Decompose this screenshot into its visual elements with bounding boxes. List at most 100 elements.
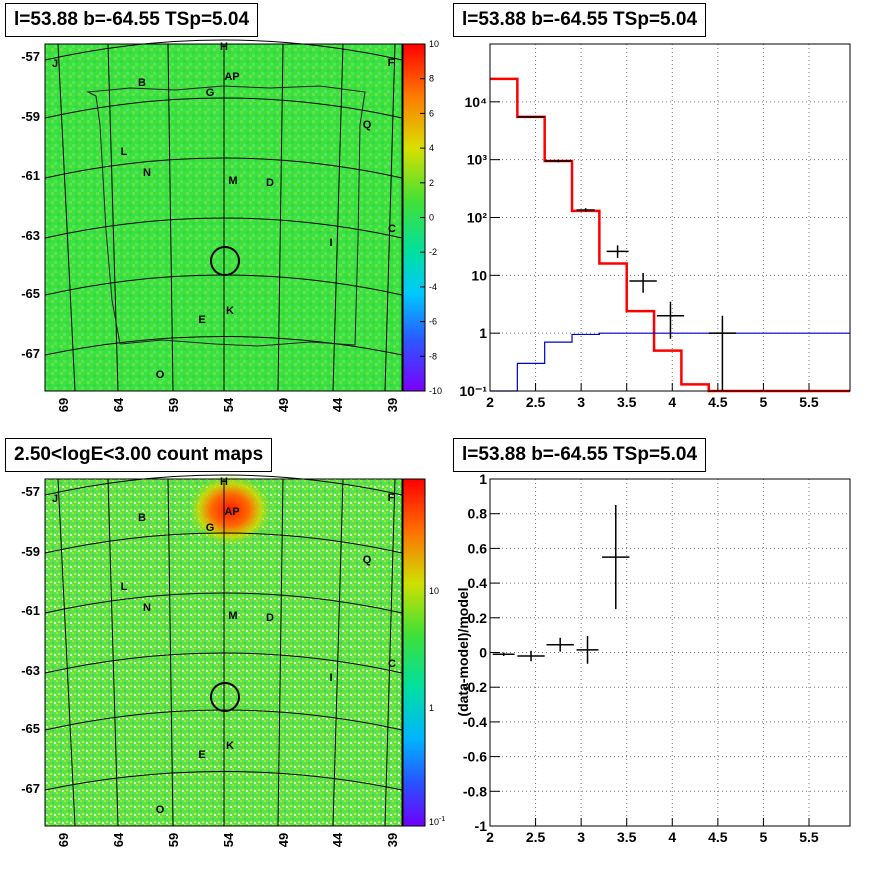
map-x-tick: 59 xyxy=(166,833,181,847)
ratio-x-tick-label: 3 xyxy=(577,829,585,845)
colorbar-tick-label: -10 xyxy=(429,386,442,396)
map-x-tick: 64 xyxy=(111,397,126,412)
colorbar-tick-label: -2 xyxy=(429,247,437,257)
title-top-right: l=53.88 b=-64.55 TSp=5.04 xyxy=(453,3,707,37)
source-label-g: G xyxy=(206,87,215,99)
source-label-h: H xyxy=(220,41,228,53)
source-label-e: E xyxy=(198,749,205,761)
spectrum-x-tick-label: 4.5 xyxy=(708,394,728,410)
map-y-tick: -59 xyxy=(21,544,40,559)
title-bottom-left: 2.50<logE<3.00 count maps xyxy=(5,438,273,472)
colorbar-tick-label: -6 xyxy=(429,317,437,327)
count-scale-tick-1: 1 xyxy=(429,703,434,713)
spectrum-x-tick-label: 2 xyxy=(486,394,494,410)
source-label-d: D xyxy=(266,612,274,624)
spectrum-series xyxy=(490,77,850,393)
ratio-y-tick-label: 0.2 xyxy=(468,610,488,626)
source-label-m: M xyxy=(228,610,237,622)
source-label-k: K xyxy=(226,305,234,317)
source-label-l: L xyxy=(121,581,128,593)
source-label-o: O xyxy=(156,369,165,381)
count-colorbar-ticks: 10 1 10-1 xyxy=(429,586,445,827)
source-label-c: C xyxy=(388,658,396,670)
ratio-y-tick-label: 1 xyxy=(479,471,487,487)
map-x-tick: 59 xyxy=(166,398,181,412)
count-map-frame xyxy=(44,478,403,827)
spectrum-x-tick-label: 3 xyxy=(577,394,585,410)
residual-map-y-ticks: -57 -59 -61 -63 -65 -67 xyxy=(21,49,40,361)
source-label-b: B xyxy=(138,512,146,524)
spectrum-x-tick-label: 2.5 xyxy=(526,394,546,410)
map-x-tick: 39 xyxy=(385,833,400,847)
spectrum-y-tick-label: 10⁻¹ xyxy=(459,383,487,399)
residual-map-frame xyxy=(44,43,403,392)
ratio-y-tick-label: -0.8 xyxy=(463,783,487,799)
spectrum-y-tick-label: 10³ xyxy=(467,152,488,168)
ratio-y-axis-label: (data-model)/model xyxy=(455,587,471,716)
ratio-series xyxy=(492,505,630,664)
map-x-tick: 54 xyxy=(221,397,236,412)
source-label-g: G xyxy=(206,522,215,534)
ratio-x-tick-label: 4.5 xyxy=(708,829,728,845)
ratio-y-tick-label: -0.4 xyxy=(463,714,487,730)
ratio-x-tick-label: 4 xyxy=(668,829,676,845)
map-y-tick: -67 xyxy=(21,346,40,361)
source-circle xyxy=(210,246,240,276)
colorbar-tick-label: 0 xyxy=(429,213,434,223)
colorbar-tick-label: 8 xyxy=(429,74,434,84)
ratio-y-tick-label: 0.8 xyxy=(468,506,488,522)
spectrum-ticks: 2 2.5 3 3.5 4 4.5 5 5.5 10⁻¹ 1 10 10² 10³ 10⁴ xyxy=(459,94,819,410)
source-label-j: J xyxy=(52,493,58,505)
spectrum-y-tick-label: 10 xyxy=(471,267,487,283)
count-longitude-grid xyxy=(57,478,396,827)
map-y-tick: -67 xyxy=(21,781,40,796)
source-label-m: M xyxy=(228,175,237,187)
source-label-n: N xyxy=(143,167,151,179)
map-y-tick: -63 xyxy=(21,663,40,678)
colorbar-tick-label: 2 xyxy=(429,178,434,188)
ratio-ticks: 2 2.5 3 3.5 4 4.5 5 5.5 1 0.8 0.6 0.4 0.2 0 -0.2 -0.4 -0… xyxy=(463,471,819,845)
map-x-tick: 69 xyxy=(56,833,71,847)
source-label-o: O xyxy=(156,804,165,816)
colorbar-tick-label: 4 xyxy=(429,143,434,153)
map-y-tick: -59 xyxy=(21,109,40,124)
count-source-labels: J H F B AP G Q L N M D C I E K O xyxy=(52,476,396,816)
map-y-tick: -57 xyxy=(21,49,40,64)
count-colorbar xyxy=(402,478,426,827)
map-y-tick: -65 xyxy=(21,721,40,736)
colorbar-tick-label: 6 xyxy=(429,108,434,118)
map-x-tick: 49 xyxy=(276,833,291,847)
map-y-tick: -65 xyxy=(21,286,40,301)
spectrum-y-tick-label: 10² xyxy=(467,210,488,226)
source-label-f: F xyxy=(388,57,395,69)
source-label-q: Q xyxy=(363,119,372,131)
spectrum-y-tick-label: 1 xyxy=(479,325,487,341)
count-latitude-grid xyxy=(44,474,403,791)
spectrum-y-tick-label: 10⁴ xyxy=(465,94,488,110)
longitude-grid-lines xyxy=(57,43,396,392)
ratio-x-tick-label: 5.5 xyxy=(799,829,819,845)
source-label-j: J xyxy=(52,58,58,70)
spectrum-x-tick-label: 4 xyxy=(668,394,676,410)
map-y-tick: -57 xyxy=(21,484,40,499)
ratio-y-tick-label: -0.2 xyxy=(463,679,487,695)
count-map-x-ticks: 69 64 59 54 49 44 39 xyxy=(56,832,400,847)
ratio-y-tick-label: -0.6 xyxy=(463,749,487,765)
title-top-left: l=53.88 b=-64.55 TSp=5.04 xyxy=(5,3,259,37)
ratio-y-tick-label: 0.6 xyxy=(468,540,488,556)
map-x-tick: 49 xyxy=(276,398,291,412)
count-source-circle xyxy=(210,682,240,712)
map-x-tick: 64 xyxy=(111,832,126,847)
roi-outline xyxy=(86,85,366,347)
colorbar-tick-label: -8 xyxy=(429,351,437,361)
spectrum-x-tick-label: 5 xyxy=(760,394,768,410)
title-bottom-right: l=53.88 b=-64.55 TSp=5.04 xyxy=(453,438,707,472)
residual-source-labels: J H F B AP G Q L N M D C I E K O xyxy=(52,41,396,381)
colorbar-tick-label: -4 xyxy=(429,282,437,292)
residual-colorbar-ticks: 10 8 6 4 2 0 -2 -4 -6 -8 -10 xyxy=(420,39,442,396)
source-excess-blob xyxy=(188,474,272,546)
source-label-e: E xyxy=(198,314,205,326)
source-label-q: Q xyxy=(363,554,372,566)
source-label-ap: AP xyxy=(224,71,239,83)
